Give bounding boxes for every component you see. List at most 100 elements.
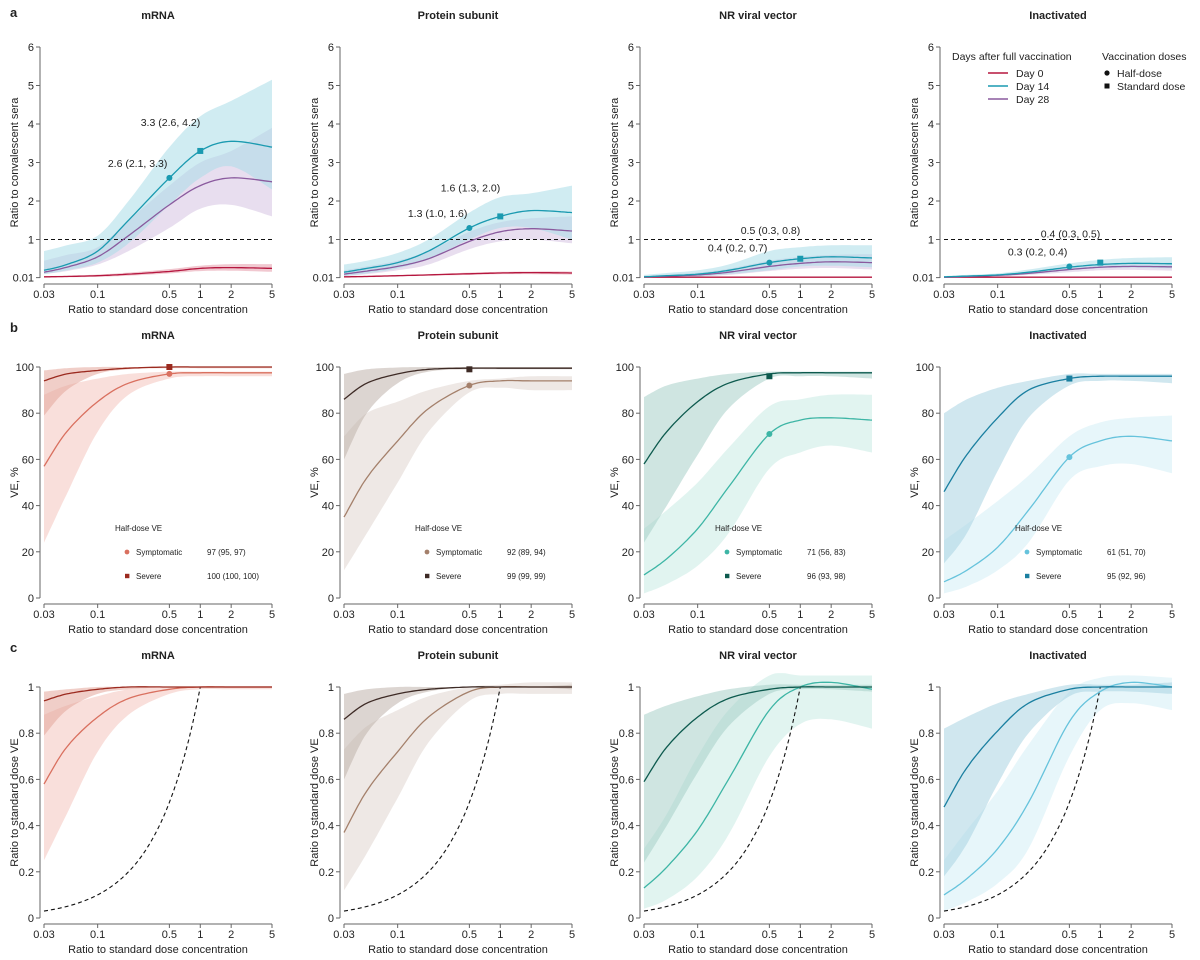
- circle-marker-icon: [124, 549, 130, 555]
- x-tick-label: 0.03: [933, 289, 954, 301]
- legend: Half-dose VE Symptomatic 71 (56, 83) Severe…: [715, 524, 846, 581]
- marker-standard-dose: [497, 213, 504, 220]
- confidence-band-day-14: [344, 185, 572, 277]
- x-tick-label: 0.1: [90, 609, 105, 621]
- x-tick-label: 1: [1097, 609, 1103, 621]
- confidence-band-severe: [344, 367, 572, 460]
- x-axis-label: Ratio to standard dose concentration: [368, 944, 548, 956]
- x-tick-label: 0.03: [33, 609, 54, 621]
- y-tick-label: 0: [328, 913, 334, 925]
- panel-c-mrna: mRNA 0 0.2 0.4 0.6 0.8 1 0.03 0.1 0.5 1 2 5 Ratio to …: [9, 650, 275, 956]
- legend-value: 99 (99, 99): [507, 572, 546, 581]
- legend-value: 71 (56, 83): [807, 548, 846, 557]
- x-tick-label: 2: [1128, 929, 1134, 941]
- x-tick-label: 1: [1097, 929, 1103, 941]
- legend-label: Symptomatic: [436, 548, 482, 557]
- x-tick-label: 0.03: [933, 609, 954, 621]
- x-axis-label: Ratio to standard dose concentration: [68, 624, 248, 636]
- marker-half-dose: [766, 430, 773, 437]
- x-tick-label: 0.1: [390, 609, 405, 621]
- y-tick-label: 0: [628, 593, 634, 605]
- series-line-day-28: [43, 177, 273, 273]
- x-tick-label: 0.03: [33, 929, 54, 941]
- x-tick-label: 5: [569, 609, 575, 621]
- y-tick-label: 60: [622, 454, 634, 466]
- y-axis-label: Ratio to convalescent sera: [909, 97, 921, 228]
- y-tick-label: 1: [628, 682, 634, 694]
- x-tick-label: 0.1: [390, 289, 405, 301]
- series-line-severe: [43, 366, 272, 382]
- marker-standard-dose: [797, 255, 804, 262]
- y-tick-label: 0.6: [919, 774, 934, 786]
- x-tick-label: 5: [1169, 289, 1175, 301]
- confidence-band-severe: [344, 684, 572, 780]
- panel-b-protein-subunit: Protein subunit 0 20 40 60 80 100 0.03 0.1 0.5 1 2 5…: [309, 330, 575, 636]
- panel-title: mRNA: [141, 330, 175, 342]
- y-tick-label: 0.4: [319, 821, 334, 833]
- marker-half-dose: [466, 382, 473, 389]
- x-tick-label: 5: [869, 289, 875, 301]
- x-tick-label: 0.03: [933, 929, 954, 941]
- legend-value: 61 (51, 70): [1107, 548, 1146, 557]
- marker-annotation: 3.3 (2.6, 4.2): [141, 117, 201, 129]
- x-tick-label: 1: [497, 289, 503, 301]
- x-tick-label: 2: [828, 289, 834, 301]
- x-tick-label: 2: [528, 289, 534, 301]
- x-tick-label: 5: [1169, 929, 1175, 941]
- square-marker-icon: [425, 573, 430, 579]
- confidence-band-severe: [44, 366, 272, 416]
- panel-letter: b: [10, 320, 18, 335]
- marker-standard-dose: [197, 147, 204, 154]
- x-tick-label: 0.1: [690, 929, 705, 941]
- y-tick-label: 5: [928, 81, 934, 93]
- reference-line: [643, 686, 801, 912]
- legend-title-days: Days after full vaccination: [952, 51, 1072, 63]
- series-line-symptomatic: [643, 417, 873, 576]
- y-tick-label: 0: [928, 913, 934, 925]
- x-axis-label: Ratio to standard dose concentration: [668, 624, 848, 636]
- y-tick-label: 6: [928, 42, 934, 54]
- y-tick-label: 3: [628, 158, 634, 170]
- y-tick-label: 1: [928, 235, 934, 247]
- x-axis-label: Ratio to standard dose concentration: [68, 944, 248, 956]
- y-axis-label: Ratio to standard dose VE: [9, 738, 21, 866]
- y-tick-label: 40: [622, 501, 634, 513]
- y-tick-label: 5: [328, 81, 334, 93]
- panel-title: mRNA: [141, 650, 175, 662]
- y-tick-label: 0.2: [919, 867, 934, 879]
- x-axis-label: Ratio to standard dose concentration: [668, 944, 848, 956]
- legend-title: Half-dose VE: [1015, 524, 1062, 533]
- y-tick-label: 0: [28, 913, 34, 925]
- x-tick-label: 2: [228, 609, 234, 621]
- circle-marker-icon: [724, 549, 730, 555]
- series-line-day-0: [44, 266, 273, 278]
- y-tick-label: 4: [928, 119, 934, 131]
- series-line-severe: [943, 686, 1172, 808]
- reference-line: [943, 686, 1101, 912]
- y-tick-label: 0.01: [313, 273, 334, 285]
- confidence-band-day-14: [644, 245, 872, 278]
- x-tick-label: 0.5: [762, 609, 777, 621]
- y-axis-label: VE, %: [309, 467, 321, 498]
- confidence-band-symptomatic: [644, 394, 872, 594]
- confidence-band-day-14: [944, 257, 1172, 278]
- x-tick-label: 0.5: [762, 289, 777, 301]
- x-tick-label: 5: [1169, 609, 1175, 621]
- confidence-band-symptomatic: [944, 675, 1172, 912]
- y-tick-label: 60: [22, 454, 34, 466]
- x-axis-label: Ratio to standard dose concentration: [68, 304, 248, 316]
- panel-title: NR viral vector: [719, 330, 797, 342]
- series-line-day-14: [644, 256, 873, 278]
- marker-half-dose: [166, 370, 173, 377]
- y-tick-label: 0.4: [619, 821, 634, 833]
- confidence-band-symptomatic: [344, 682, 572, 891]
- x-tick-label: 0.03: [633, 289, 654, 301]
- marker-half-dose: [766, 259, 773, 266]
- legend-label: Symptomatic: [736, 548, 782, 557]
- panel-title: mRNA: [141, 10, 175, 22]
- reference-line: [43, 686, 201, 912]
- panel-title: Inactivated: [1029, 10, 1086, 22]
- y-tick-label: 0: [28, 593, 34, 605]
- y-tick-label: 5: [628, 81, 634, 93]
